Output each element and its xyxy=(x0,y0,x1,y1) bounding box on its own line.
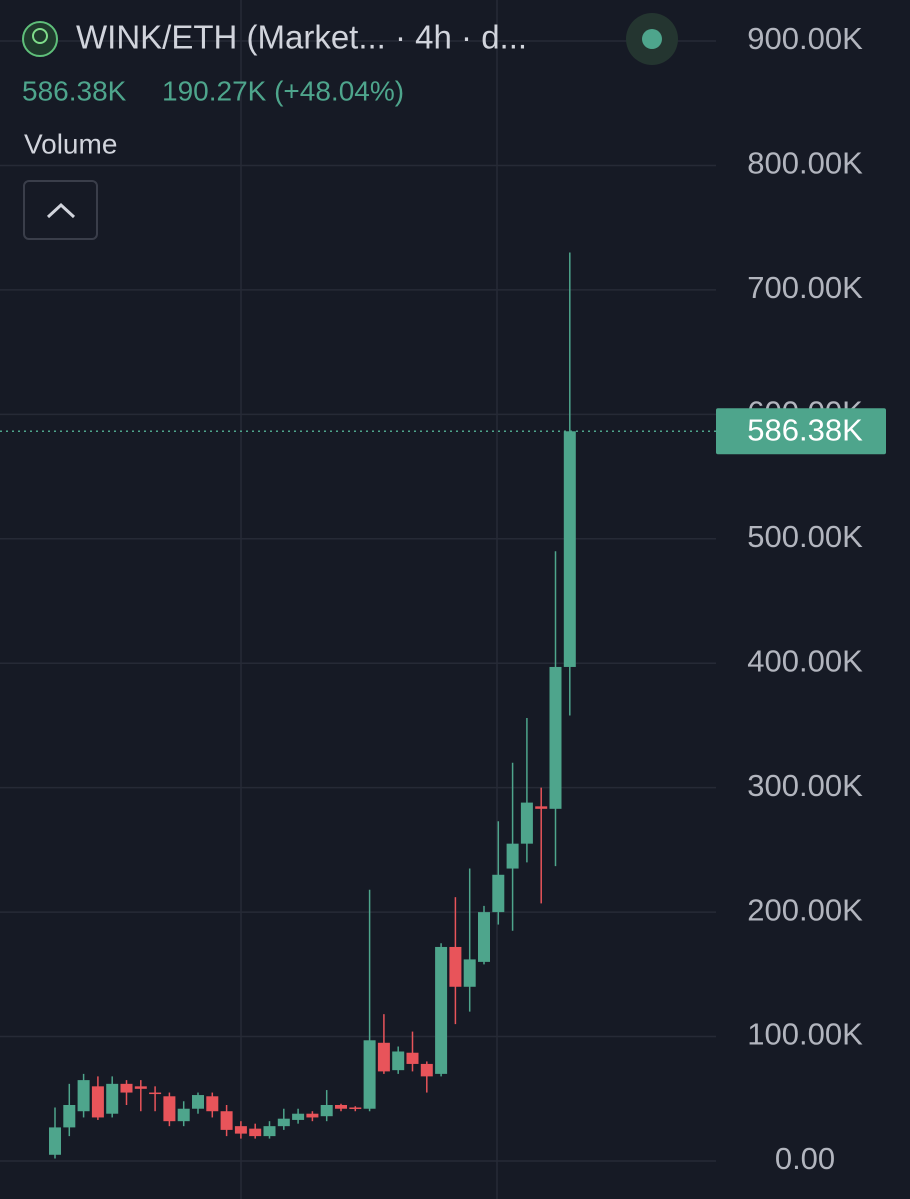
candle-body xyxy=(306,1113,319,1118)
grid xyxy=(0,0,716,1199)
last-price-label: 586.38K xyxy=(747,412,863,447)
candle-body xyxy=(320,1105,333,1117)
candle-body xyxy=(449,946,462,987)
candle-body xyxy=(163,1096,176,1122)
candle-body xyxy=(149,1092,162,1095)
candle-body xyxy=(392,1051,405,1071)
y-tick-label: 400.00K xyxy=(747,643,863,678)
y-tick-label: 200.00K xyxy=(747,892,863,927)
y-axis: 0.00100.00K200.00K300.00K400.00K500.00K6… xyxy=(747,21,863,1176)
candle-body xyxy=(192,1095,204,1109)
candle-body xyxy=(492,874,505,913)
collapse-button[interactable] xyxy=(23,180,98,240)
candle-body xyxy=(91,1086,104,1118)
header-change: 190.27K (+48.04%) xyxy=(162,75,404,106)
y-tick-label: 500.00K xyxy=(747,519,863,554)
candle-body xyxy=(478,912,490,962)
candle-body xyxy=(406,1052,419,1064)
y-tick-label: 300.00K xyxy=(747,768,863,803)
candle-body xyxy=(220,1111,233,1130)
candle-body xyxy=(349,1107,362,1109)
candle-body xyxy=(363,1040,376,1109)
candle-body xyxy=(263,1126,276,1137)
y-tick-label: 900.00K xyxy=(747,21,863,56)
candle-body xyxy=(520,802,533,844)
y-tick-label: 0.00 xyxy=(775,1141,835,1176)
y-tick-label: 100.00K xyxy=(747,1017,863,1052)
candle-body xyxy=(292,1113,305,1120)
chevron-up xyxy=(46,202,76,219)
y-tick-label: 700.00K xyxy=(747,270,863,305)
status-dot xyxy=(642,29,662,49)
candle-body xyxy=(120,1083,133,1093)
candle-body xyxy=(177,1108,190,1122)
header-price: 586.38K xyxy=(22,75,127,106)
candle-body xyxy=(249,1128,262,1137)
candle-body xyxy=(563,431,576,667)
y-tick-label: 800.00K xyxy=(747,146,863,181)
candle-body xyxy=(134,1086,147,1089)
candle-body xyxy=(106,1083,119,1114)
candle-body xyxy=(535,806,548,809)
pair-icon xyxy=(22,21,58,57)
candle-body xyxy=(549,666,562,809)
chart-title: WINK/ETH (Market... · 4h · d... xyxy=(76,19,527,56)
candle-body xyxy=(506,843,519,869)
candle-body xyxy=(206,1096,219,1112)
indicator-label: Volume xyxy=(24,128,117,159)
candle-body xyxy=(63,1105,76,1128)
candle-body xyxy=(335,1105,347,1109)
candle-body xyxy=(277,1118,290,1127)
candle-body xyxy=(463,959,476,987)
pair-icon-detail xyxy=(32,28,48,44)
last-price-box xyxy=(716,408,886,455)
candle-body xyxy=(234,1126,247,1134)
candle-body xyxy=(435,946,448,1074)
candle-body xyxy=(377,1042,390,1072)
candles xyxy=(0,252,716,1159)
candle-body xyxy=(77,1080,90,1112)
candle-body xyxy=(49,1127,61,1155)
candle-body xyxy=(420,1063,433,1077)
